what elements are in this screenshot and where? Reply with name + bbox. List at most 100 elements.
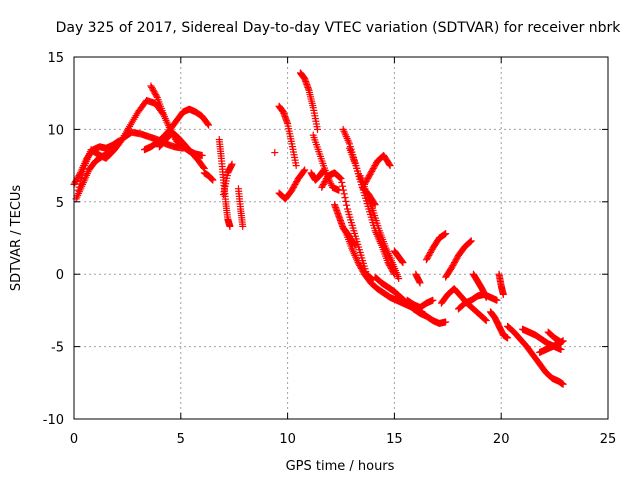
y-tick-label: -10 — [43, 413, 64, 428]
data-point-interp — [204, 120, 212, 128]
data-point — [226, 222, 234, 230]
x-axis-label: GPS time / hours — [286, 459, 395, 474]
points-layer — [70, 69, 567, 388]
data-point-interp — [339, 182, 347, 190]
data-point — [482, 293, 490, 301]
data-point-interp — [481, 315, 489, 323]
series-track-17 — [318, 169, 377, 284]
y-tick-label: 5 — [56, 196, 64, 211]
data-point — [442, 230, 450, 238]
series-track-32 — [469, 270, 490, 301]
data-point-interp — [341, 194, 349, 202]
chart-title: Day 325 of 2017, Sidereal Day-to-day VTE… — [56, 20, 622, 36]
x-tick-label: 25 — [600, 432, 617, 447]
series-track-12 — [275, 102, 300, 170]
data-point — [271, 149, 279, 157]
series-track-31 — [454, 290, 501, 313]
x-tick-label: 0 — [70, 432, 78, 447]
series-track-25 — [390, 247, 407, 267]
data-point — [386, 162, 394, 170]
data-point-interp — [335, 173, 343, 181]
series-track-38 — [544, 328, 565, 346]
data-point — [442, 318, 450, 326]
data-point-interp — [339, 186, 347, 194]
data-point — [559, 380, 567, 388]
series-track-27 — [412, 270, 424, 287]
series-track-29 — [437, 285, 490, 325]
data-point — [198, 151, 206, 159]
series-track-34 — [495, 270, 507, 298]
data-point-interp — [76, 180, 84, 188]
data-point — [314, 125, 322, 133]
data-point — [292, 162, 300, 170]
data-point — [557, 338, 565, 346]
data-point — [429, 296, 437, 304]
series-track-11 — [271, 149, 279, 157]
data-point — [399, 259, 407, 267]
data-point — [467, 237, 475, 245]
data-point-interp — [77, 174, 85, 182]
data-point — [205, 121, 213, 129]
series-track-02 — [72, 96, 168, 203]
data-point-interp — [340, 190, 348, 198]
data-point — [209, 176, 217, 184]
data-point-interp — [78, 171, 86, 179]
data-point-interp — [80, 165, 88, 173]
plot-frame — [73, 56, 609, 420]
data-point — [416, 279, 424, 287]
data-point-interp — [343, 201, 351, 209]
y-axis-label: SDTVAR / TECUs — [9, 185, 24, 292]
series-track-09 — [220, 160, 236, 199]
x-tick-label: 5 — [177, 432, 185, 447]
x-tick-label: 20 — [493, 432, 510, 447]
data-point — [371, 201, 379, 209]
series-track-06 — [155, 128, 208, 172]
data-point — [557, 345, 565, 353]
data-point — [504, 334, 512, 342]
series-track-23 — [360, 151, 394, 188]
series-track-03 — [74, 128, 187, 194]
y-tick-label: -5 — [51, 341, 64, 356]
data-point-interp — [75, 183, 83, 191]
series-track-35 — [504, 322, 567, 388]
series-track-33 — [487, 308, 512, 342]
data-point-interp — [466, 238, 474, 246]
data-point-interp — [77, 177, 85, 185]
series-track-20 — [341, 227, 426, 316]
y-tick-label: 0 — [56, 268, 64, 283]
data-point-interp — [466, 238, 474, 246]
x-tick-label: 15 — [386, 432, 403, 447]
data-point — [337, 175, 345, 183]
data-point-interp — [338, 178, 346, 186]
data-point-interp — [385, 160, 393, 168]
data-point-interp — [79, 168, 87, 176]
series-track-22 — [356, 172, 403, 283]
data-point — [239, 222, 247, 230]
series-track-10 — [234, 185, 247, 230]
data-point — [395, 275, 403, 283]
data-point-interp — [153, 92, 161, 100]
series-track-13 — [275, 166, 309, 203]
ticks-layer: 0 5 10 15 20 25 -10 -5 0 5 10 15 — [43, 51, 617, 447]
data-point-interp — [342, 197, 350, 205]
grid-layer — [74, 57, 608, 419]
y-tick-label: 15 — [47, 51, 64, 66]
series-track-28 — [422, 230, 450, 264]
data-point — [74, 186, 82, 194]
data-point — [482, 317, 490, 325]
y-tick-label: 10 — [47, 123, 64, 138]
data-point-interp — [300, 167, 308, 175]
series-track-26 — [403, 296, 437, 312]
data-point — [493, 296, 501, 304]
data-point-interp — [199, 163, 207, 171]
series-track-14 — [296, 69, 322, 133]
data-point — [499, 290, 507, 298]
x-tick-label: 10 — [279, 432, 296, 447]
data-point-interp — [481, 316, 489, 324]
data-point — [228, 160, 236, 168]
data-point — [352, 241, 360, 249]
data-point — [301, 166, 309, 174]
series-track-05 — [140, 105, 213, 154]
